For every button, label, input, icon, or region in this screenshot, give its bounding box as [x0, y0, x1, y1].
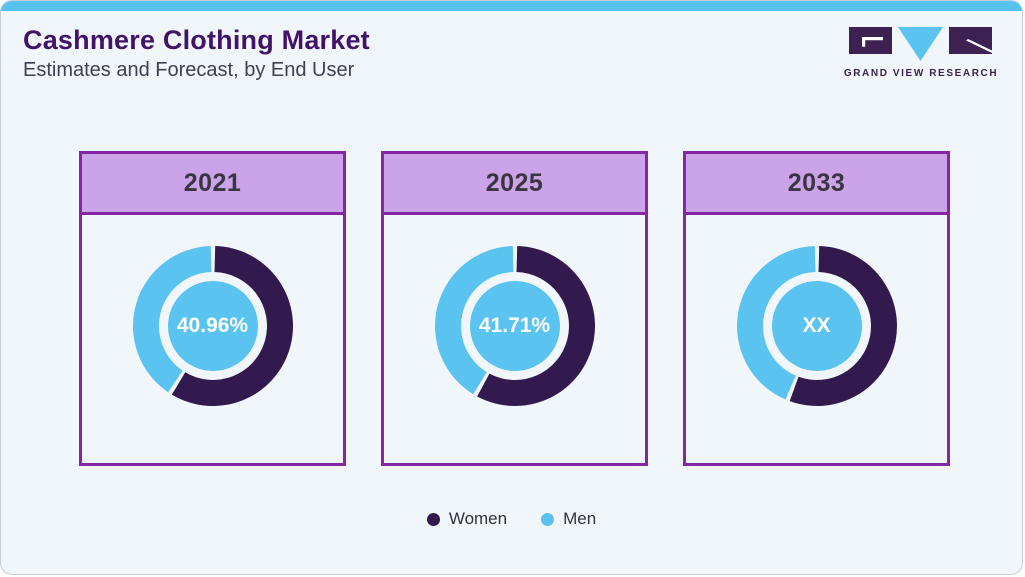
donut-svg: [434, 246, 595, 406]
donut-chart: 41.71%: [430, 241, 600, 411]
year-card-body: 40.96%: [82, 215, 343, 411]
legend-item: Men: [541, 509, 596, 529]
year-card-body: XX: [686, 215, 947, 411]
brand-logo: GRAND VIEW RESEARCH: [844, 25, 997, 79]
donut-center-circle: [167, 281, 258, 371]
donut-slice-women: [476, 246, 595, 406]
year-card: 2021 40.96%: [79, 151, 346, 466]
year-card-header: 2025: [384, 154, 645, 215]
donut-svg: [132, 246, 293, 406]
donut-center-label: 40.96%: [176, 314, 249, 337]
legend-dot-icon: [426, 512, 440, 526]
cards-row: 2021 40.96% 2025 4: [79, 151, 950, 466]
donut-slice-men: [132, 246, 211, 393]
donut-slice-men: [434, 246, 513, 395]
donut-slice-women: [789, 246, 897, 406]
legend-label: Women: [448, 509, 508, 528]
year-card-header: 2033: [686, 154, 947, 215]
year-card-body: 41.71%: [384, 215, 645, 411]
year-card: 2033 XX: [683, 151, 950, 466]
brand-logo-text: GRAND VIEW RESEARCH: [843, 68, 999, 79]
chart-legend: Women Men: [1, 509, 1022, 529]
donut-svg: [736, 246, 897, 406]
year-card-header: 2021: [82, 154, 343, 215]
card-year: 2033: [787, 168, 846, 197]
legend-dot-icon: [541, 512, 555, 526]
year-card: 2025 41.71%: [381, 151, 648, 466]
legend-label: Men: [563, 509, 597, 528]
donut-center-label: XX: [802, 314, 831, 337]
top-accent-bar: [1, 1, 1022, 11]
donut-center-circle: [469, 281, 560, 371]
page-subtitle: Estimates and Forecast, by End User: [23, 59, 355, 82]
donut-slice-men: [736, 246, 815, 400]
donut-center-circle: [771, 281, 862, 371]
donut-chart: XX: [732, 241, 902, 411]
card-year: 2021: [183, 168, 242, 197]
card-year: 2025: [485, 168, 544, 197]
donut-slice-women: [171, 246, 293, 406]
page-title: Cashmere Clothing Market: [23, 25, 370, 55]
title-block: Cashmere Clothing Market Estimates and F…: [23, 25, 370, 82]
donut-chart: 40.96%: [128, 241, 298, 411]
header: Cashmere Clothing Market Estimates and F…: [23, 25, 997, 82]
gvr-logo-icon: [849, 27, 992, 61]
donut-center-label: 41.71%: [478, 314, 551, 337]
legend-item: Women: [426, 509, 508, 529]
